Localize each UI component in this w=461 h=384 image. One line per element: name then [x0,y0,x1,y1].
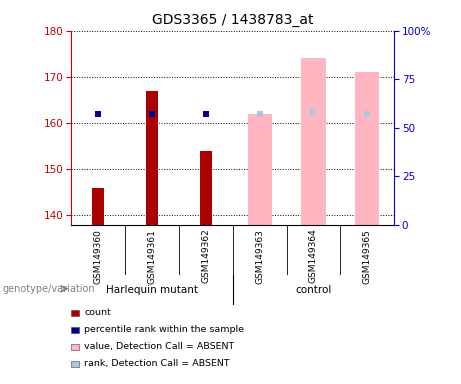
Bar [146,91,158,225]
Text: GSM149365: GSM149365 [363,228,372,283]
Text: Harlequin mutant: Harlequin mutant [106,285,198,295]
Text: percentile rank within the sample: percentile rank within the sample [84,325,244,334]
Text: control: control [296,285,331,295]
Bar [248,114,272,225]
Text: value, Detection Call = ABSENT: value, Detection Call = ABSENT [84,342,235,351]
Text: GSM149361: GSM149361 [148,228,157,283]
Text: GSM149360: GSM149360 [94,228,103,283]
Bar [301,58,325,225]
Text: count: count [84,308,111,318]
Text: rank, Detection Call = ABSENT: rank, Detection Call = ABSENT [84,359,230,368]
Text: GDS3365 / 1438783_at: GDS3365 / 1438783_at [152,13,313,27]
Text: GSM149364: GSM149364 [309,228,318,283]
Text: genotype/variation: genotype/variation [2,284,95,294]
Text: GSM149362: GSM149362 [201,228,210,283]
Bar [355,72,379,225]
Text: GSM149363: GSM149363 [255,228,264,283]
Bar [92,188,104,225]
Bar [200,151,212,225]
